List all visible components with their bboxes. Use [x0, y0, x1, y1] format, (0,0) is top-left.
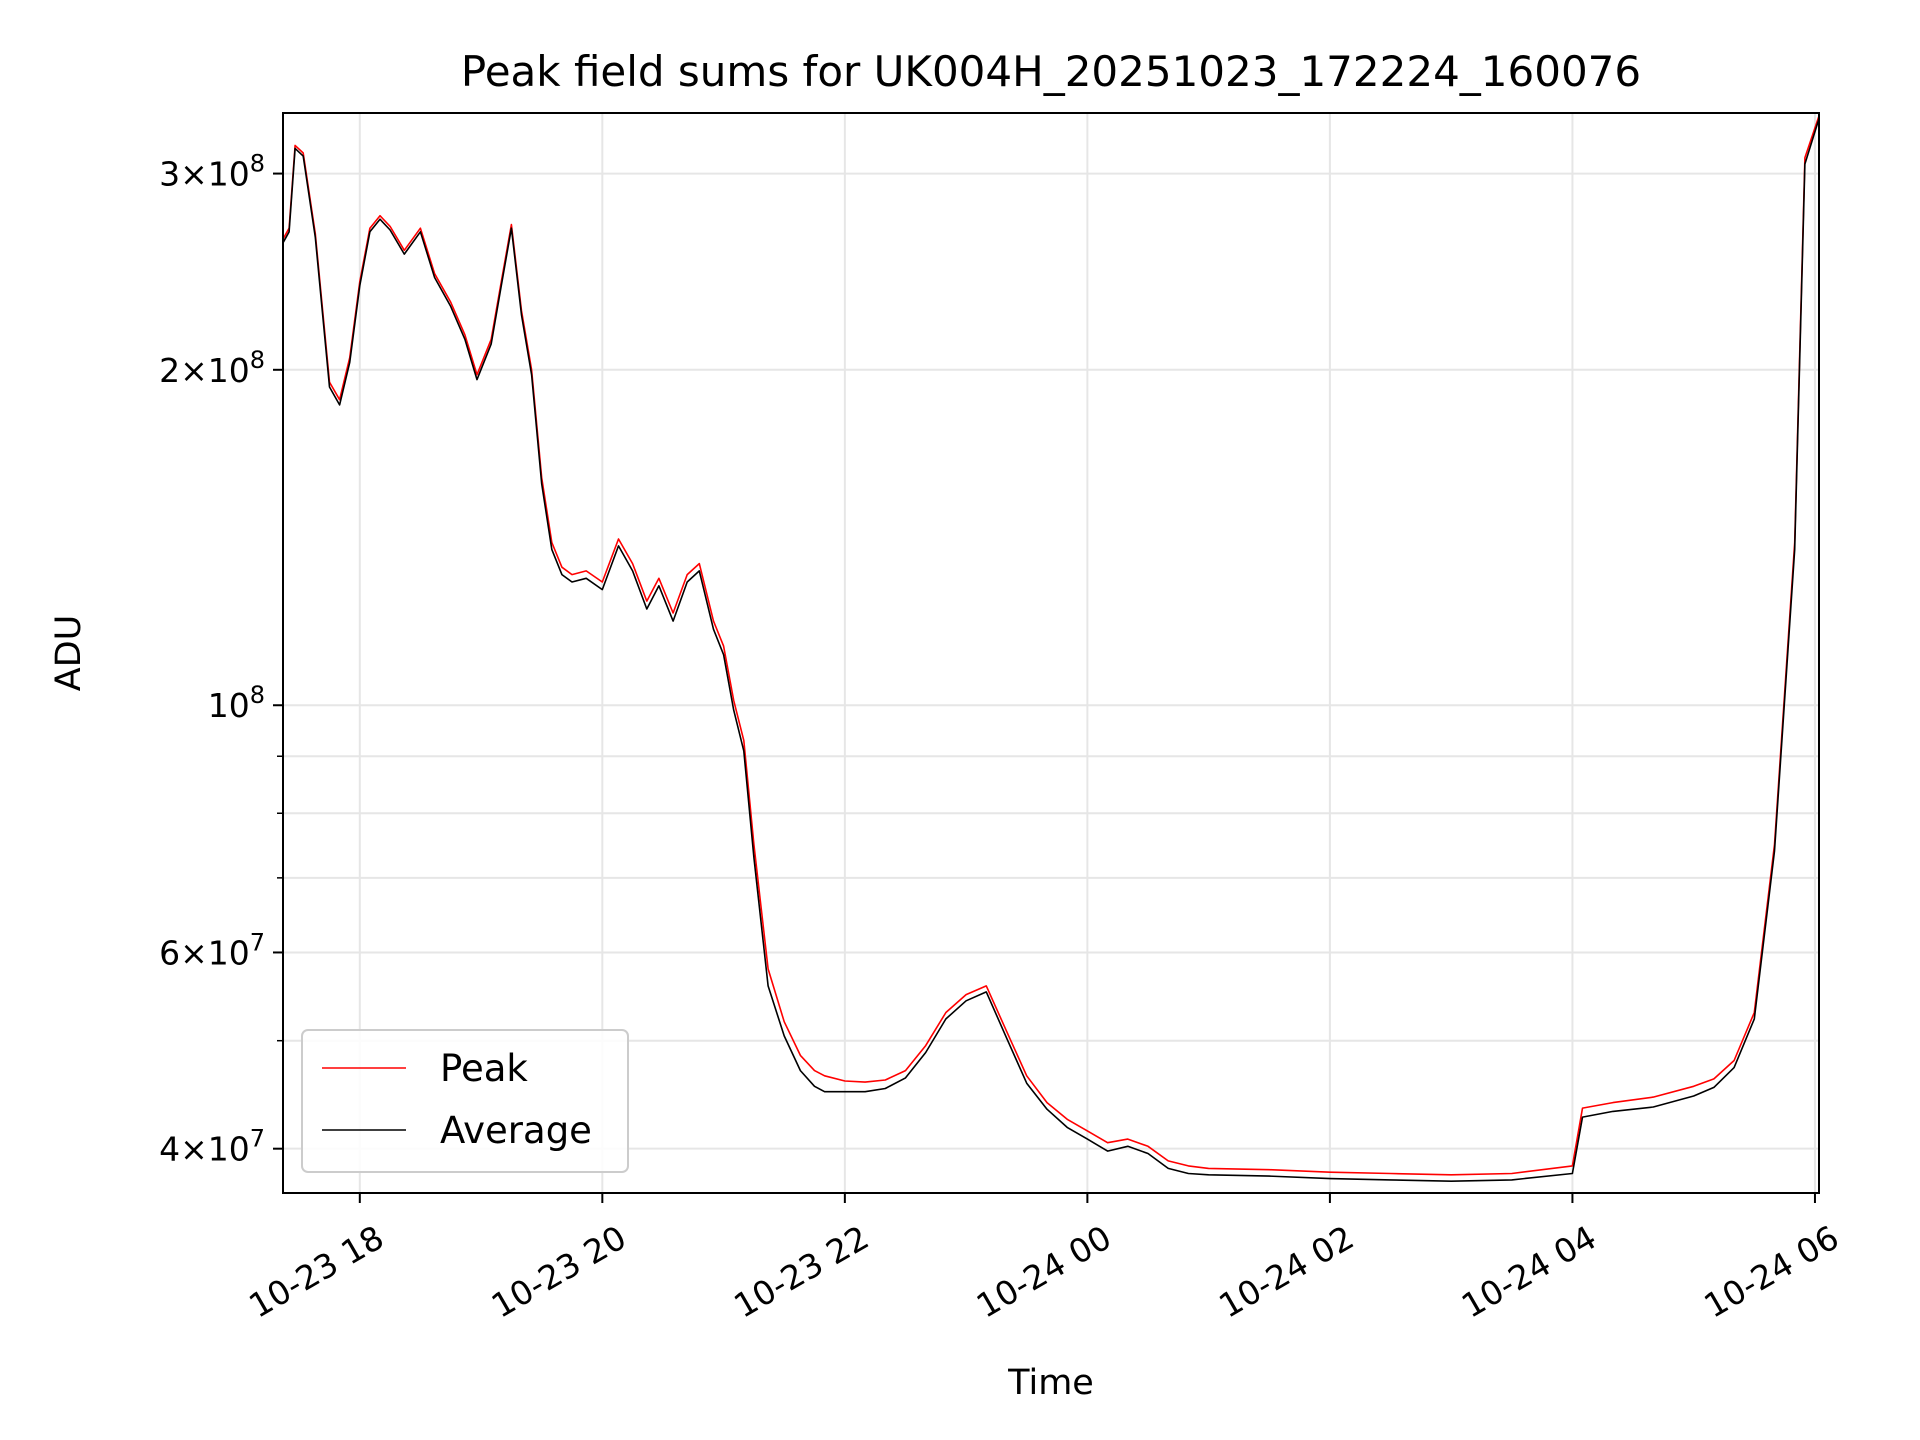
- x-axis-title: Time: [1007, 1363, 1094, 1403]
- legend-box: [301, 1029, 629, 1173]
- y-axis-title: ADU: [49, 615, 89, 692]
- series-group: [282, 115, 1820, 1182]
- legend-label-peak: Peak: [440, 1047, 528, 1090]
- series-line-peak: [282, 115, 1820, 1176]
- y-tick-label: 2×108: [159, 346, 265, 390]
- chart-title: Peak field sums for UK004H_20251023_1722…: [461, 47, 1641, 96]
- legend-label-average: Average: [440, 1109, 592, 1152]
- y-axis: 4×107 6×107 108 2×108 3×108: [159, 150, 283, 1169]
- y-tick-label: 108: [208, 681, 265, 725]
- y-tick-label: 4×107: [159, 1125, 265, 1169]
- series-line-average: [282, 118, 1820, 1182]
- y-tick-label: 3×108: [159, 150, 265, 194]
- plot-frame: [282, 112, 1820, 1194]
- y-tick-label: 6×107: [159, 928, 265, 972]
- legend: Peak Average: [301, 1029, 629, 1173]
